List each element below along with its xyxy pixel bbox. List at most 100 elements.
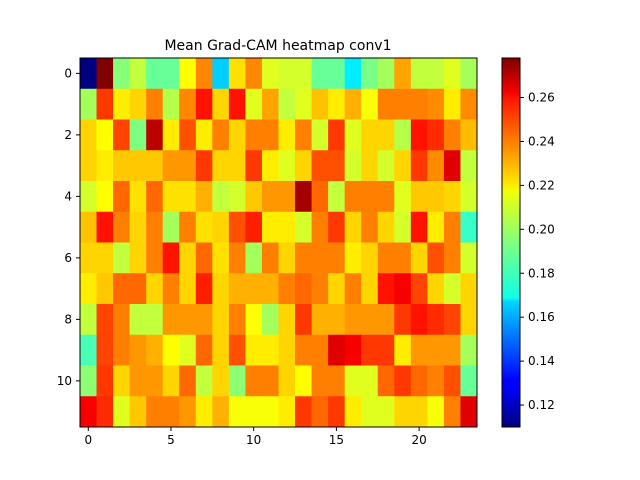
heatmap-cell xyxy=(162,58,180,90)
heatmap-cell xyxy=(96,242,114,274)
heatmap-cell xyxy=(295,396,312,428)
heatmap-cell xyxy=(295,58,312,90)
heatmap-cell xyxy=(179,181,197,213)
heatmap-cell xyxy=(328,273,346,305)
heatmap-cell xyxy=(328,304,346,336)
heatmap-cell xyxy=(212,58,230,90)
heatmap-cell xyxy=(228,58,246,90)
heatmap-cell xyxy=(295,242,312,274)
heatmap-cell xyxy=(394,181,412,213)
heatmap-cell xyxy=(443,334,461,366)
heatmap-cell xyxy=(245,119,263,151)
heatmap-cell xyxy=(162,396,180,428)
heatmap-cell xyxy=(129,119,147,151)
heatmap-cell xyxy=(212,334,230,366)
heatmap-cell xyxy=(228,119,246,151)
heatmap-cell xyxy=(146,58,164,90)
heatmap-cell xyxy=(96,273,114,305)
heatmap-cell xyxy=(179,273,197,305)
heatmap-cell xyxy=(295,119,312,151)
heatmap-cell xyxy=(228,88,246,120)
heatmap-cell xyxy=(361,334,379,366)
heatmap-cell xyxy=(460,365,478,397)
heatmap-cell xyxy=(410,365,428,397)
heatmap-cell xyxy=(328,242,346,274)
heatmap-cell xyxy=(80,334,97,366)
heatmap-cell xyxy=(245,396,263,428)
y-axis-ticks: 0 2 4 6 8 10 xyxy=(57,66,80,388)
heatmap-cell xyxy=(80,365,97,397)
heatmap-cell xyxy=(328,365,346,397)
x-tick-label: 10 xyxy=(246,433,261,447)
axes-frame xyxy=(79,57,478,428)
heatmap-cell xyxy=(162,88,180,120)
heatmap-cell xyxy=(394,304,412,336)
heatmap-cell xyxy=(129,334,147,366)
heatmap-cell xyxy=(129,150,147,182)
heatmap-cell xyxy=(96,58,114,90)
heatmap-cell xyxy=(146,119,164,151)
colorbar-tick-label: 0.26 xyxy=(528,91,555,105)
heatmap-cell xyxy=(278,211,296,243)
heatmap-cell xyxy=(361,88,379,120)
heatmap-cell xyxy=(179,119,197,151)
heatmap-cell xyxy=(80,88,97,120)
heatmap-cell xyxy=(427,365,445,397)
heatmap-cell xyxy=(162,304,180,336)
heatmap-cell xyxy=(377,304,395,336)
heatmap-cell xyxy=(179,365,197,397)
heatmap-cell xyxy=(410,150,428,182)
heatmap-cell xyxy=(278,58,296,90)
heatmap-cell xyxy=(212,119,230,151)
heatmap-cell xyxy=(311,181,329,213)
heatmap-cell xyxy=(212,365,230,397)
heatmap-cell xyxy=(344,211,362,243)
heatmap-cell xyxy=(113,242,131,274)
heatmap-cell xyxy=(311,58,329,90)
heatmap-cell xyxy=(261,365,279,397)
heatmap-cell xyxy=(295,211,312,243)
heatmap-cell xyxy=(96,150,114,182)
heatmap-cell xyxy=(427,58,445,90)
y-tick-label: 2 xyxy=(64,128,72,142)
heatmap-cell xyxy=(427,242,445,274)
heatmap-cell xyxy=(278,365,296,397)
heatmap-cell xyxy=(179,304,197,336)
heatmap-cell xyxy=(377,242,395,274)
heatmap-cell xyxy=(261,304,279,336)
heatmap-cell xyxy=(113,304,131,336)
heatmap-cell xyxy=(311,365,329,397)
heatmap-cell xyxy=(146,88,164,120)
heatmap-cell xyxy=(344,242,362,274)
heatmap-cell xyxy=(328,334,346,366)
heatmap-cell xyxy=(80,181,97,213)
heatmap-cell xyxy=(179,58,197,90)
heatmap-cell xyxy=(361,242,379,274)
y-tick-label: 0 xyxy=(64,66,72,80)
heatmap-cell xyxy=(278,150,296,182)
heatmap-cell xyxy=(377,88,395,120)
heatmap-cell xyxy=(460,334,478,366)
heatmap-cell xyxy=(96,211,114,243)
heatmap-cell xyxy=(410,242,428,274)
heatmap-cell xyxy=(311,273,329,305)
heatmap-cell xyxy=(295,304,312,336)
heatmap-cell xyxy=(328,181,346,213)
heatmap-cell xyxy=(162,365,180,397)
heatmap-cell xyxy=(245,242,263,274)
heatmap-cell xyxy=(278,334,296,366)
heatmap-cell xyxy=(261,58,279,90)
heatmap-cell xyxy=(344,150,362,182)
heatmap-cell xyxy=(427,88,445,120)
heatmap-cell xyxy=(146,304,164,336)
heatmap-cell xyxy=(129,304,147,336)
heatmap-cell xyxy=(245,211,263,243)
heatmap-cell xyxy=(410,396,428,428)
heatmap-cell xyxy=(228,396,246,428)
heatmap-cell xyxy=(146,242,164,274)
heatmap-cell xyxy=(162,119,180,151)
x-tick-label: 15 xyxy=(329,433,344,447)
heatmap-cell xyxy=(443,304,461,336)
heatmap-cell xyxy=(195,365,213,397)
heatmap-cell xyxy=(179,211,197,243)
